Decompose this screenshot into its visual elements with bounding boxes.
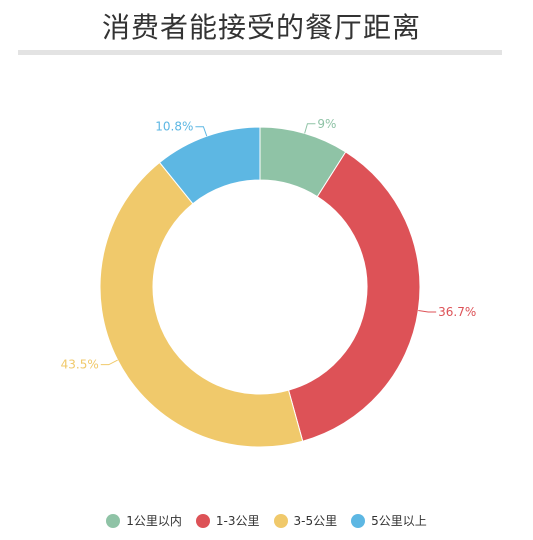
donut-slice-2[interactable] — [287, 151, 421, 442]
legend-swatch-3 — [273, 513, 288, 528]
legend-item-4[interactable]: 5公里以上 — [351, 512, 427, 529]
chart-title: 消费者能接受的餐厅距离 — [101, 11, 421, 44]
legend-swatch-4 — [351, 513, 366, 528]
donut-slice-3[interactable] — [99, 161, 304, 448]
title-underline — [18, 50, 502, 55]
data-label-2: 36.7% — [438, 305, 476, 319]
legend-item-2[interactable]: 1-3公里 — [195, 512, 260, 529]
legend-label-4: 5公里以上 — [371, 514, 427, 528]
label-leader-line-3 — [100, 359, 118, 366]
legend-label-3: 3-5公里 — [293, 514, 338, 528]
legend-label-1: 1公里以内 — [126, 514, 182, 528]
legend-swatch-1 — [106, 513, 121, 528]
label-leader-line-2 — [418, 310, 437, 313]
legend-swatch-2 — [195, 513, 210, 528]
label-leader-line-4 — [195, 126, 208, 137]
data-label-4: 10.8% — [155, 120, 193, 134]
legend-item-3[interactable]: 3-5公里 — [273, 512, 338, 529]
data-label-3: 43.5% — [61, 358, 99, 372]
donut-slice-4[interactable] — [158, 126, 261, 205]
label-leader-line-1 — [304, 123, 316, 134]
chart-legend: 1公里以内 1-3公里 3-5公里 5公里以上 — [0, 512, 533, 529]
legend-item-1[interactable]: 1公里以内 — [106, 512, 182, 529]
legend-label-2: 1-3公里 — [215, 514, 260, 528]
data-label-1: 9% — [317, 117, 336, 131]
donut-chart: 9% 36.7% 43.5% 10.8% — [61, 117, 476, 448]
